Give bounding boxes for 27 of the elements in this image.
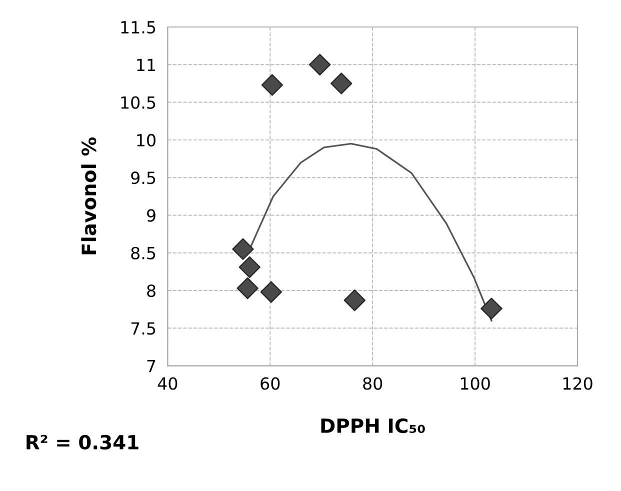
x-tick-label: 60 [260, 377, 280, 390]
x-axis-title: DPPH IC₅₀ [321, 418, 425, 434]
y-tick-label: 11 [137, 58, 156, 71]
y-tick-label: 8.5 [131, 246, 156, 260]
y-tick-label: 10.5 [121, 96, 156, 109]
y-tick-label: 10 [137, 134, 156, 147]
point [308, 54, 331, 76]
point [344, 289, 366, 312]
y-axis-title: Flavonol % [81, 137, 96, 254]
y-tick-label: 8 [147, 284, 156, 298]
text: R² = 0.341 [26, 434, 138, 450]
point [330, 72, 352, 94]
y-tick-label: 7 [147, 360, 156, 372]
point [232, 238, 254, 260]
point [260, 281, 282, 303]
x-tick-label: 40 [158, 377, 178, 390]
y-tick-label: 9.5 [131, 172, 156, 184]
point [261, 74, 284, 96]
point [238, 256, 260, 278]
point [480, 298, 502, 320]
y-tick-label: 7.5 [131, 322, 156, 335]
x-tick-label: 120 [563, 377, 592, 390]
y-tick-label: 11.5 [121, 21, 156, 34]
x-tick-label: 80 [363, 377, 382, 390]
y-tick-label: 9 [147, 209, 156, 222]
x-tick-label: 100 [460, 377, 490, 390]
point [236, 277, 258, 300]
